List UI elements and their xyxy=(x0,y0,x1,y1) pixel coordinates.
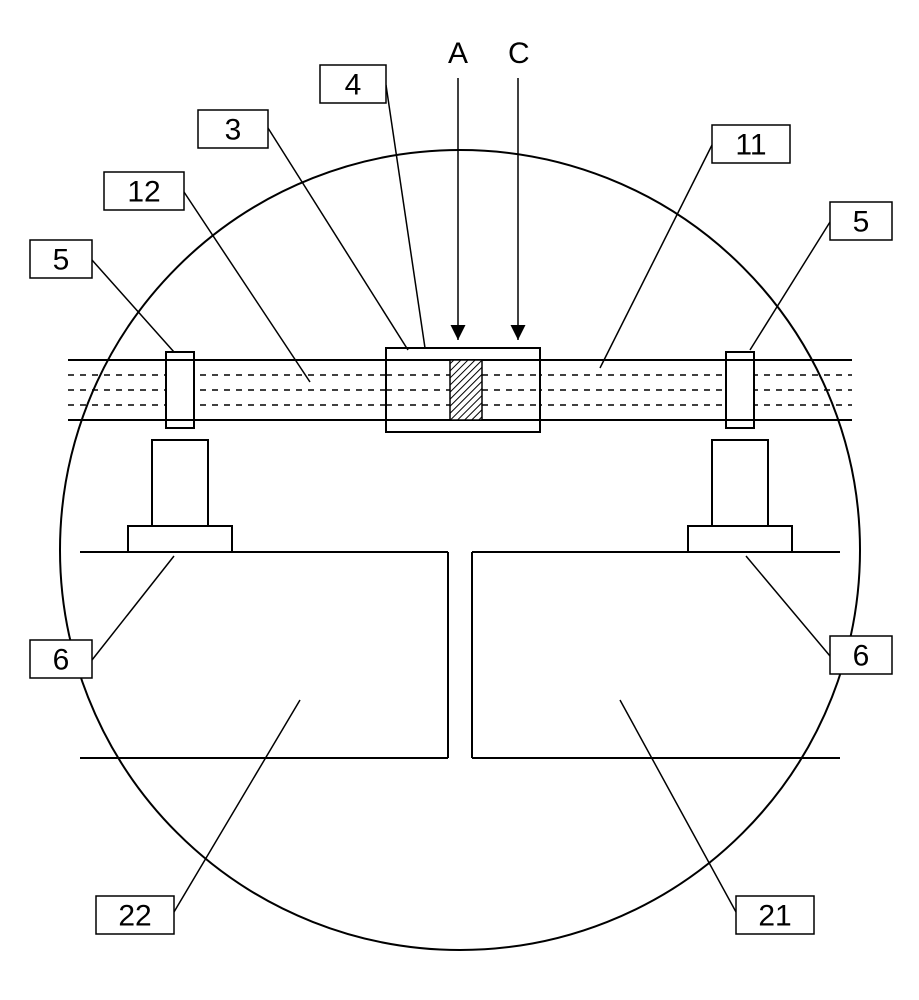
svg-text:C: C xyxy=(508,37,530,70)
svg-text:12: 12 xyxy=(127,176,160,209)
svg-text:5: 5 xyxy=(53,244,70,277)
svg-text:11: 11 xyxy=(735,129,766,162)
svg-text:22: 22 xyxy=(118,900,151,933)
svg-text:3: 3 xyxy=(225,114,242,147)
svg-text:6: 6 xyxy=(853,640,870,673)
svg-text:4: 4 xyxy=(345,69,362,102)
svg-text:5: 5 xyxy=(853,206,870,239)
svg-text:6: 6 xyxy=(53,644,70,677)
diagram-canvas: 3 4 A C 12 11 5 5 6 6 22 21 xyxy=(0,0,919,1000)
svg-text:21: 21 xyxy=(758,900,791,933)
svg-text:A: A xyxy=(448,37,468,70)
diagram-svg: 3 4 A C 12 11 5 5 6 6 22 21 xyxy=(0,0,919,1000)
